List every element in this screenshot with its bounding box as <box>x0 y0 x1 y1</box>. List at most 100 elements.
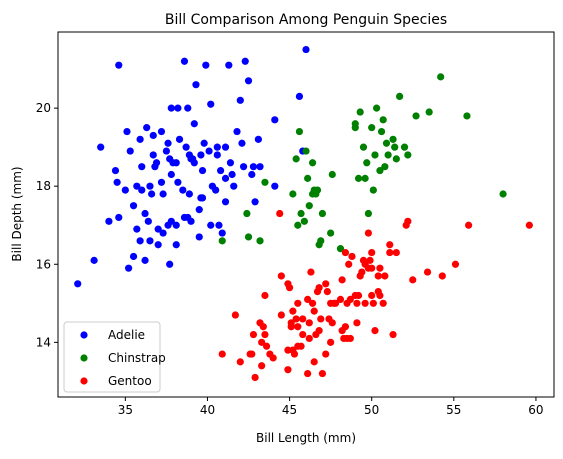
data-point-gentoo-1 <box>231 311 239 319</box>
data-point-adelie-43 <box>167 170 175 179</box>
data-point-gentoo-45 <box>317 315 325 323</box>
x-tick-label: 40 <box>200 403 215 417</box>
data-point-adelie-82 <box>217 166 225 175</box>
data-point-adelie-51 <box>175 135 184 143</box>
data-point-chinstrap-53 <box>351 120 359 128</box>
data-point-adelie-34 <box>157 127 166 136</box>
data-point-adelie-73 <box>202 61 210 69</box>
data-point-gentoo-23 <box>287 323 295 331</box>
data-point-adelie-9 <box>123 127 131 136</box>
data-point-gentoo-68 <box>353 299 361 307</box>
data-point-adelie-3 <box>105 217 113 225</box>
legend-marker-adelie <box>80 331 88 339</box>
data-point-chinstrap-19 <box>318 209 327 218</box>
data-point-chinstrap-47 <box>437 73 445 81</box>
data-point-chinstrap-24 <box>356 108 364 116</box>
data-point-adelie-39 <box>164 139 172 147</box>
data-point-chinstrap-16 <box>313 186 322 194</box>
data-point-gentoo-100 <box>318 369 327 378</box>
data-point-gentoo-37 <box>307 268 315 276</box>
data-point-chinstrap-12 <box>305 202 313 210</box>
data-point-adelie-53 <box>180 57 189 65</box>
data-point-gentoo-2 <box>236 358 244 366</box>
data-point-chinstrap-40 <box>391 143 399 151</box>
data-point-gentoo-58 <box>341 323 350 331</box>
data-point-chinstrap-25 <box>359 143 368 151</box>
data-point-adelie-16 <box>136 135 144 143</box>
data-point-adelie-84 <box>221 174 230 182</box>
data-point-adelie-13 <box>129 202 138 210</box>
data-point-gentoo-71 <box>358 268 366 276</box>
data-point-gentoo-50 <box>327 338 335 346</box>
data-point-chinstrap-32 <box>373 104 381 112</box>
legend-marker-chinstrap <box>80 354 88 362</box>
data-point-gentoo-43 <box>315 327 323 335</box>
data-point-gentoo-40 <box>310 307 318 315</box>
data-point-chinstrap-48 <box>463 112 471 120</box>
data-point-adelie-18 <box>138 186 146 194</box>
data-point-gentoo-59 <box>341 248 350 257</box>
data-point-chinstrap-11 <box>304 174 312 182</box>
data-point-adelie-64 <box>190 159 198 167</box>
data-point-adelie-28 <box>149 131 157 140</box>
data-point-chinstrap-41 <box>392 155 400 163</box>
data-point-adelie-4 <box>111 166 120 175</box>
data-point-chinstrap-31 <box>371 151 379 159</box>
data-point-gentoo-91 <box>404 217 412 225</box>
data-point-gentoo-87 <box>386 241 394 249</box>
x-tick-label: 55 <box>446 403 461 417</box>
data-point-adelie-50 <box>174 104 182 112</box>
data-point-adelie-49 <box>174 178 182 186</box>
data-point-chinstrap-29 <box>368 124 376 132</box>
data-point-chinstrap-51 <box>308 159 317 167</box>
data-point-adelie-91 <box>233 127 241 136</box>
data-point-chinstrap-28 <box>364 209 373 218</box>
data-point-gentoo-27 <box>292 315 300 323</box>
data-point-adelie-96 <box>244 77 253 85</box>
data-point-gentoo-13 <box>262 342 271 350</box>
data-point-gentoo-47 <box>322 280 330 288</box>
data-point-chinstrap-27 <box>363 159 371 167</box>
data-point-adelie-90 <box>230 182 238 190</box>
data-point-adelie-83 <box>218 229 226 237</box>
data-point-adelie-6 <box>115 61 123 69</box>
data-point-gentoo-79 <box>369 299 377 307</box>
x-tick-label: 45 <box>282 403 297 417</box>
data-point-gentoo-32 <box>299 315 307 323</box>
data-point-gentoo-69 <box>354 291 363 300</box>
data-point-gentoo-67 <box>353 319 361 327</box>
data-point-adelie-71 <box>198 194 207 202</box>
data-point-gentoo-76 <box>364 229 373 237</box>
data-point-chinstrap-0 <box>218 237 226 245</box>
data-point-gentoo-84 <box>379 299 387 307</box>
data-point-adelie-98 <box>249 163 258 171</box>
y-tick-label: 14 <box>36 335 51 349</box>
data-point-gentoo-73 <box>361 299 369 307</box>
data-point-gentoo-39 <box>310 358 318 366</box>
data-point-adelie-70 <box>198 166 207 175</box>
data-point-chinstrap-36 <box>381 163 389 171</box>
data-point-gentoo-24 <box>289 307 297 315</box>
data-point-gentoo-31 <box>299 330 307 339</box>
data-point-gentoo-26 <box>290 350 299 358</box>
data-point-gentoo-46 <box>322 350 330 358</box>
data-point-adelie-87 <box>225 61 233 69</box>
data-point-adelie-72 <box>200 139 208 147</box>
data-point-gentoo-78 <box>368 264 376 272</box>
data-point-chinstrap-46 <box>425 108 433 116</box>
data-point-chinstrap-50 <box>300 217 308 225</box>
data-point-adelie-55 <box>182 143 190 151</box>
data-point-gentoo-88 <box>389 330 397 339</box>
data-point-gentoo-8 <box>258 362 266 370</box>
data-point-adelie-35 <box>159 229 167 237</box>
data-point-gentoo-92 <box>409 276 417 284</box>
data-point-adelie-76 <box>207 100 215 108</box>
y-axis-label: Bill Depth (mm) <box>10 166 24 261</box>
data-point-adelie-75 <box>207 221 215 229</box>
data-point-gentoo-0 <box>218 350 226 358</box>
data-point-gentoo-102 <box>284 280 292 288</box>
data-point-adelie-88 <box>226 159 235 167</box>
data-point-gentoo-62 <box>345 260 353 268</box>
data-point-adelie-92 <box>236 96 244 104</box>
data-point-adelie-60 <box>187 217 195 225</box>
